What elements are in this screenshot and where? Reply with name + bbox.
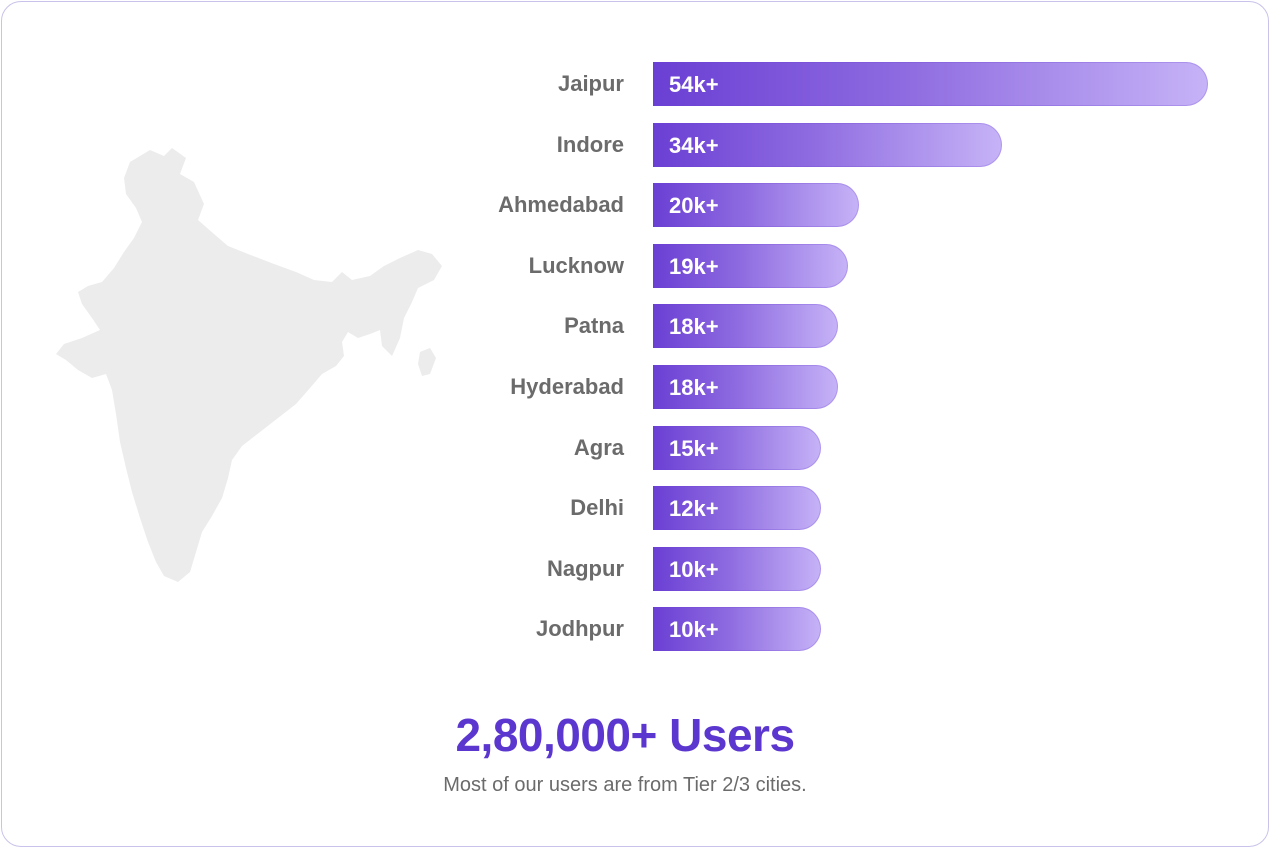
bar-jodhpur: 10k+ (653, 607, 821, 652)
bar-row: Hyderabad 18k+ (2, 365, 1272, 409)
bar-value-label: 34k+ (669, 132, 719, 158)
city-label: Ahmedabad (498, 192, 624, 218)
bar-row: Nagpur 10k+ (2, 546, 1272, 591)
bar-value-label: 18k+ (669, 375, 719, 400)
bar-row: Ahmedabad 20k+ (2, 183, 1272, 228)
bar-agra: 15k+ (653, 425, 821, 470)
city-label: Agra (573, 434, 624, 460)
bar-value-label: 19k+ (669, 253, 719, 279)
bar-value-label: 10k+ (669, 556, 719, 582)
bar-value-label: 15k+ (669, 435, 719, 461)
bar-ahmedabad: 20k+ (653, 183, 859, 228)
bar-row: Lucknow 19k+ (2, 243, 1272, 288)
city-label: Lucknow (528, 252, 624, 278)
total-users-subtitle: Most of our users are from Tier 2/3 citi… (443, 774, 807, 796)
bar-patna: 18k+ (653, 304, 838, 349)
city-bar-chart: Jaipur 54k+ Indore 34k+ Ahmedabad 20k+ Lucknow… (2, 2, 1272, 702)
city-label: Jodhpur (536, 616, 624, 642)
bar-indore: 34k+ (653, 122, 1002, 167)
bar-row: Jodhpur 10k+ (2, 607, 1272, 652)
bar-jaipur: 54k+ (653, 62, 1208, 106)
india-map-icon (56, 148, 442, 582)
bar-hyderabad: 18k+ (653, 365, 838, 409)
bar-value-label: 20k+ (669, 193, 719, 219)
bar-row: Patna 18k+ (2, 304, 1272, 349)
bar-delhi: 12k+ (653, 486, 821, 531)
bar-value-label: 10k+ (669, 617, 719, 643)
bar-row: Jaipur 54k+ (2, 62, 1272, 106)
bar-value-label: 54k+ (669, 72, 719, 97)
bar-lucknow: 19k+ (653, 243, 848, 288)
bar-row: Indore 34k+ (2, 122, 1272, 167)
total-users-heading: 2,80,000+ Users (455, 709, 795, 761)
city-label: Delhi (570, 495, 624, 521)
bar-row: Agra 15k+ (2, 425, 1272, 470)
city-label: Patna (564, 313, 624, 339)
city-label: Jaipur (557, 71, 624, 96)
bar-value-label: 12k+ (669, 496, 719, 522)
bar-row: Delhi 12k+ (2, 486, 1272, 531)
city-label: Hyderabad (510, 374, 624, 399)
city-label: Indore (556, 131, 624, 157)
city-label: Nagpur (547, 555, 624, 581)
bar-nagpur: 10k+ (653, 546, 821, 591)
bar-value-label: 18k+ (669, 314, 719, 340)
